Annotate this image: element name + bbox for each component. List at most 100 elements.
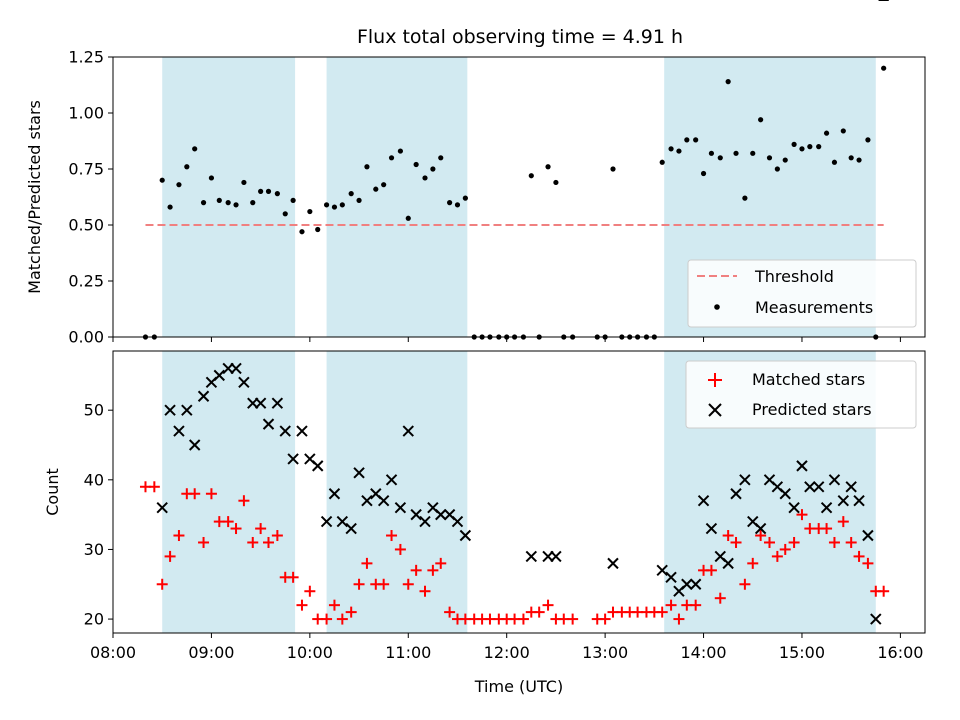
predicted-stars-point — [402, 425, 414, 437]
measurement-point — [693, 137, 699, 143]
matched-stars-point — [189, 488, 201, 500]
measurement-point — [184, 164, 190, 170]
matched-stars-point — [271, 530, 283, 542]
measurement-point — [676, 148, 682, 154]
matched-stars-point — [336, 613, 348, 625]
predicted-stars-point — [385, 474, 398, 486]
matched-stars-point — [730, 536, 742, 548]
matched-stars-point — [164, 550, 176, 562]
matched-stars-point — [173, 530, 185, 542]
matched-stars-point — [222, 516, 234, 528]
bottom-x-axis: 08:00 09:00 10:00 11:00 12:00 13:00 14:00 15:00… — [90, 633, 923, 662]
predicted-stars-point — [181, 404, 193, 416]
matched-stars-point — [739, 578, 751, 590]
measurement-point — [708, 150, 715, 156]
measurement-point — [339, 202, 345, 208]
matched-stars-points — [139, 481, 890, 625]
measurement-point — [397, 148, 403, 154]
legend-measurements-swatch — [714, 304, 720, 310]
predicted-stars-point — [862, 529, 874, 542]
top-x-ticks — [112, 337, 901, 342]
shaded-interval-top-1 — [326, 57, 468, 337]
measurement-point — [684, 137, 690, 143]
measurement-point — [422, 175, 428, 181]
chart-title: Flux total observing time = 4.91 h — [357, 26, 683, 48]
predicted-stars-point — [665, 571, 677, 584]
shaded-interval-bottom-1 — [326, 351, 468, 633]
predicted-stars-point — [681, 578, 693, 590]
top-legend: Threshold Measurements — [687, 259, 917, 328]
measurement-point — [315, 226, 321, 233]
x-tick-label: 13:00 — [582, 643, 628, 662]
measurement-point — [553, 179, 559, 186]
predicted-stars-point — [828, 474, 841, 486]
bottom-panel: 20 30 40 50 08:00 09:00 10:00 11:00 12:00 13:00 1… — [43, 0, 926, 696]
measurement-point — [750, 150, 756, 156]
measurement-point — [159, 177, 165, 183]
measurement-point — [438, 155, 444, 161]
predicted-stars-point — [188, 439, 201, 451]
x-tick-label: 08:00 — [90, 643, 136, 662]
measurement-point — [282, 211, 288, 217]
x-tick-label: 10:00 — [287, 643, 333, 662]
predicted-stars-point — [779, 488, 791, 500]
matched-stars-point — [722, 530, 734, 542]
measurement-point — [241, 179, 247, 186]
matched-stars-point — [238, 495, 250, 507]
top-y-tick-label: 0.50 — [68, 216, 104, 235]
top-y-tick-label: 0.00 — [68, 328, 104, 347]
measurement-point — [323, 202, 330, 208]
predicted-stars-point — [689, 578, 702, 590]
x-tick-label: 11:00 — [385, 643, 431, 662]
measurement-point — [348, 191, 354, 197]
predicted-stars-point — [796, 460, 808, 472]
measurement-point — [430, 166, 436, 172]
measurement-point — [733, 150, 739, 156]
matched-stars-point — [599, 613, 611, 625]
matched-stars-point — [755, 530, 767, 542]
legend-threshold-label: Threshold — [754, 267, 834, 286]
matched-stars-point — [427, 564, 439, 576]
matched-stars-point — [296, 599, 308, 611]
measurement-point — [831, 159, 838, 165]
x-tick-label: 12:00 — [484, 643, 530, 662]
measurement-point — [192, 146, 198, 152]
top-legend-frame — [687, 259, 917, 328]
matched-stars-point — [444, 606, 456, 618]
predicted-stars-point — [853, 494, 865, 507]
matched-stars-point — [656, 606, 668, 618]
measurement-point — [447, 200, 453, 206]
top-y-tick-label: 1.00 — [68, 104, 104, 123]
shaded-interval-top-0 — [162, 57, 296, 337]
predicted-stars-point — [377, 494, 390, 507]
matched-stars-point — [705, 564, 717, 576]
measurement-point — [356, 197, 362, 203]
matched-stars-point — [771, 550, 783, 562]
matched-stars-point — [533, 606, 545, 618]
measurement-point — [388, 155, 395, 161]
predicted-stars-point — [722, 557, 734, 570]
matched-stars-point — [517, 613, 529, 625]
matched-stars-point — [828, 536, 840, 548]
measurement-point — [258, 188, 264, 194]
measurement-point — [176, 182, 182, 188]
predicted-stars-point — [730, 488, 742, 500]
measurement-point — [331, 204, 338, 210]
predicted-stars-point — [845, 481, 857, 493]
bottom-y-tick-label: 30 — [84, 540, 104, 559]
matched-stars-point — [673, 613, 685, 625]
top-plot-frame — [112, 56, 926, 338]
predicted-stars-point — [336, 515, 349, 528]
x-tick-label: 09:00 — [188, 643, 234, 662]
predicted-stars-point — [410, 508, 422, 521]
matched-stars-point — [665, 599, 677, 611]
predicted-stars-point — [837, 494, 850, 507]
predicted-stars-point — [656, 564, 668, 577]
measurement-point — [373, 186, 379, 192]
predicted-stars-point — [238, 376, 250, 389]
predicted-stars-point — [279, 425, 291, 437]
x-tick-label: 14:00 — [680, 643, 726, 662]
bottom-y-tick-label: 20 — [84, 610, 104, 629]
matched-stars-point — [419, 585, 431, 597]
